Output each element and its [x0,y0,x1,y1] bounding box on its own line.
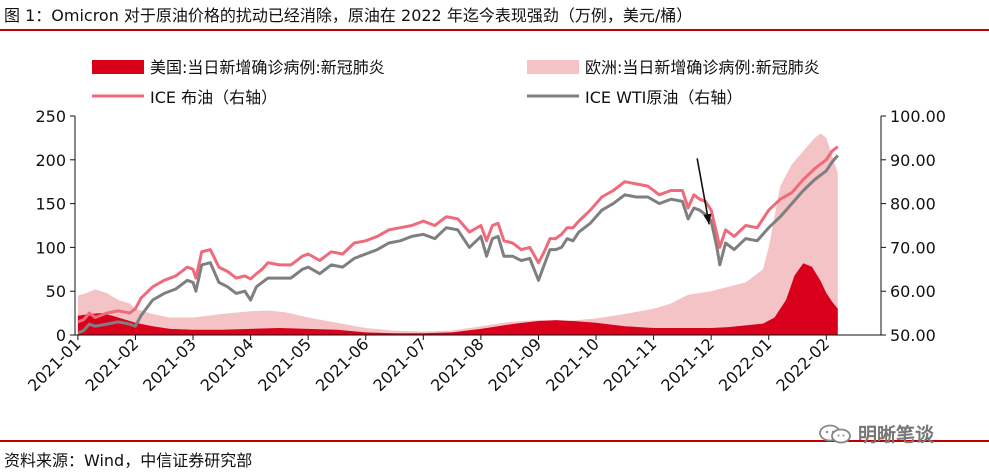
left-tick-label: 150 [35,195,66,214]
left-tick-label: 250 [35,107,66,126]
right-tick-label: 80.00 [890,195,936,214]
right-tick-label: 100.00 [890,107,946,126]
legend-swatch-eu-cases [527,60,579,74]
right-axis-ticks: 50.00 60.00 70.00 80.00 90.00 100.00 [881,107,946,345]
x-tick-label: 2021-02 [82,334,143,395]
x-tick-label: 2021-12 [657,334,718,395]
right-tick-label: 70.00 [890,238,936,257]
x-tick-label: 2021-07 [369,334,430,395]
legend-label-wti: ICE WTI原油（右轴） [585,88,742,107]
x-tick-label: 2021-04 [197,334,258,395]
right-tick-label: 50.00 [890,326,936,345]
right-tick-label: 90.00 [890,151,936,170]
x-tick-label: 2022-02 [772,334,833,395]
left-tick-label: 50 [46,282,66,301]
annotation-arrow-shaft [696,158,710,225]
watermark: 明晰笔谈 [818,420,934,447]
legend: 美国:当日新增确诊病例:新冠肺炎 欧洲:当日新增确诊病例:新冠肺炎 ICE 布油… [92,58,820,107]
left-tick-label: 200 [35,151,66,170]
x-axis-ticks: 2021-012021-022021-032021-042021-052021-… [24,334,833,395]
x-tick-label: 2021-06 [312,334,373,395]
x-tick-label: 2021-03 [139,334,200,395]
left-axis-ticks: 0 50 100 150 200 250 [35,107,75,345]
watermark-text: 明晰笔谈 [858,424,935,446]
legend-label-us-cases: 美国:当日新增确诊病例:新冠肺炎 [150,58,385,77]
x-tick-label: 2021-08 [427,334,488,395]
annotation-layer [696,158,712,225]
legend-swatch-us-cases [92,60,144,74]
legend-label-brent: ICE 布油（右轴） [150,88,277,107]
right-tick-label: 60.00 [890,282,936,301]
wechat-icon [819,424,851,443]
top-rule [0,29,989,31]
left-tick-label: 100 [35,238,66,257]
x-tick-label: 2021-05 [254,334,315,395]
x-tick-label: 2022-01 [715,334,776,395]
x-tick-label: 2021-10 [542,334,603,395]
legend-label-eu-cases: 欧洲:当日新增确诊病例:新冠肺炎 [585,58,820,77]
x-tick-label: 2021-09 [485,334,546,395]
x-tick-label: 2021-01 [24,334,85,395]
series-brent-line [77,145,839,324]
bottom-rule [0,440,989,442]
chart: 美国:当日新增确诊病例:新冠肺炎 欧洲:当日新增确诊病例:新冠肺炎 ICE 布油… [24,58,946,395]
annotation-arrow-head [703,213,712,225]
left-tick-label: 0 [56,326,66,345]
x-tick-label: 2021-11 [600,334,661,395]
series-us-cases-area [77,263,838,335]
figure-title: 图 1：Omicron 对于原油价格的扰动已经消除，原油在 2022 年迄今表现… [4,6,693,25]
series-eu-cases-area [77,133,838,335]
series-layer [77,133,839,335]
source-note: 资料来源：Wind，中信证券研究部 [4,451,253,470]
